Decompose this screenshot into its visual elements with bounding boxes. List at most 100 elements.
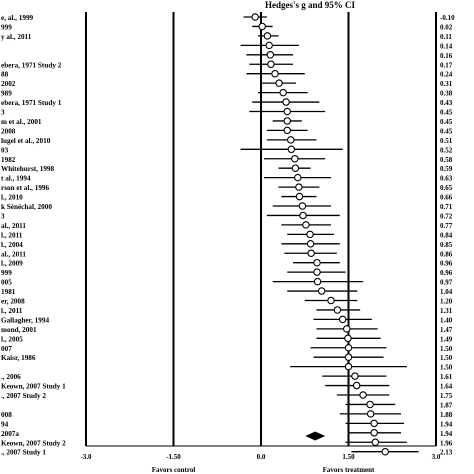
- study-label: lugel et al., 2010: [1, 137, 51, 145]
- study-label: Kaisr, 1986: [1, 354, 36, 362]
- summary-diamond: [305, 431, 326, 441]
- effect-size-value: 0.24: [440, 71, 453, 79]
- effect-size-value: 0.45: [440, 127, 453, 135]
- study-marks: [240, 13, 419, 456]
- effect-size-value: 0.59: [440, 165, 453, 173]
- study-label: l., 2011: [1, 231, 23, 239]
- effect-size-value: 1.88: [440, 411, 453, 419]
- study-label: 88: [1, 71, 9, 79]
- effect-point: [293, 173, 302, 182]
- effect-size-value: 0.17: [440, 61, 453, 69]
- x-tick-label: 1.50: [342, 453, 355, 461]
- effect-size-value: 2.13: [440, 449, 453, 457]
- effect-size-labels: -0.100.020.110.140.160.170.240.310.380.4…: [440, 14, 455, 457]
- study-label: Keown, 2007 Study 1: [1, 383, 66, 391]
- study-label: 3: [1, 109, 5, 117]
- effect-size-value: 1.64: [440, 383, 453, 391]
- effect-point: [265, 41, 273, 50]
- study-label: 2008: [1, 127, 16, 135]
- effect-size-value: 1.49: [440, 335, 453, 343]
- study-label: 999: [1, 23, 12, 31]
- effect-point: [271, 69, 279, 78]
- study-label: ebera, 1971 Study 2: [1, 61, 62, 69]
- effect-point: [344, 343, 353, 352]
- study-label: 03: [1, 146, 9, 154]
- study-label: l., 2010: [1, 194, 23, 202]
- study-label: m et al., 2001: [1, 118, 42, 126]
- effect-size-value: 0.86: [440, 250, 453, 258]
- chart-title: Hedges's g and 95% CI: [265, 0, 356, 10]
- study-label: Gallagher, 1994: [1, 316, 49, 324]
- effect-size-value: 0.14: [440, 42, 453, 50]
- x-tick-label: 3.0: [432, 453, 441, 461]
- effect-size-value: 1.94: [440, 420, 453, 428]
- effect-point: [298, 202, 307, 210]
- effect-size-value: 0.97: [440, 279, 453, 287]
- x-axis: -3.0 -1.50 0.0 1.50 3.0 Favors control Favors …: [80, 453, 440, 474]
- effect-point: [302, 221, 310, 229]
- effect-size-value: 0.96: [440, 260, 453, 268]
- effect-point: [287, 145, 296, 154]
- study-label: rson et al., 1996: [1, 184, 50, 192]
- effect-point: [344, 362, 353, 371]
- effect-size-value: 0.65: [440, 184, 453, 192]
- effect-size-value: 1.20: [440, 298, 453, 306]
- effect-point: [307, 249, 315, 258]
- effect-size-value: 0.02: [440, 23, 453, 31]
- study-label: l., 2009: [1, 260, 23, 268]
- effect-point: [267, 60, 275, 68]
- favors-treatment-label: Favors treatment: [323, 466, 375, 474]
- study-label: e, al., 1999: [1, 14, 34, 22]
- effect-point: [291, 164, 300, 172]
- effect-size-value: 1.50: [440, 345, 453, 353]
- effect-size-value: 1.96: [440, 439, 453, 447]
- effect-point: [344, 353, 353, 361]
- effect-size-value: 0.77: [440, 222, 453, 230]
- effect-size-value: 0.66: [440, 194, 453, 202]
- study-label: Whitehurst, 1998: [1, 165, 55, 173]
- study-label: al., 2011: [1, 222, 26, 230]
- effect-point: [344, 334, 352, 343]
- effect-size-value: 0.58: [440, 156, 453, 164]
- effect-point: [338, 315, 347, 324]
- effect-size-value: 1.61: [440, 373, 453, 381]
- effect-size-value: 0.31: [440, 80, 453, 88]
- study-label: y al., 2011: [1, 33, 32, 41]
- x-tick-label: -1.50: [166, 453, 181, 461]
- study-label: 1981: [1, 288, 16, 296]
- effect-point: [327, 296, 335, 305]
- study-label: al., 2011: [1, 250, 26, 258]
- study-label: 2002: [1, 80, 16, 88]
- effect-point: [283, 126, 291, 135]
- effect-point: [306, 230, 314, 239]
- effect-point: [295, 192, 304, 201]
- study-label: l., 2011: [1, 307, 23, 315]
- effect-size-value: 0.85: [440, 241, 453, 249]
- effect-size-value: 1.50: [440, 354, 453, 362]
- study-label: k Sénéchal, 2000: [1, 203, 52, 211]
- effect-point: [279, 88, 287, 97]
- reference-lines: [85, 12, 437, 447]
- effect-size-value: 1.87: [440, 401, 453, 409]
- effect-point: [291, 155, 299, 163]
- effect-point: [299, 211, 307, 220]
- study-label: 94: [1, 420, 9, 428]
- x-tick-label: 0.0: [257, 453, 266, 461]
- effect-point: [258, 22, 266, 31]
- study-label: ebera, 1971 Study 1: [1, 99, 62, 107]
- effect-size-value: 0.63: [440, 175, 453, 183]
- effect-point: [381, 447, 389, 456]
- effect-size-value: 0.84: [440, 231, 453, 239]
- effect-size-value: 1.50: [440, 364, 453, 372]
- study-label: 007: [1, 345, 12, 353]
- effect-point: [275, 79, 283, 87]
- effect-size-value: 1.75: [440, 392, 453, 400]
- effect-point: [366, 410, 375, 418]
- effect-point: [366, 400, 374, 409]
- effect-size-value: 1.47: [440, 326, 453, 334]
- study-label: 005: [1, 279, 12, 287]
- effect-size-value: 0.45: [440, 109, 453, 117]
- effect-size-value: 0.71: [440, 203, 453, 211]
- effect-point: [263, 32, 272, 40]
